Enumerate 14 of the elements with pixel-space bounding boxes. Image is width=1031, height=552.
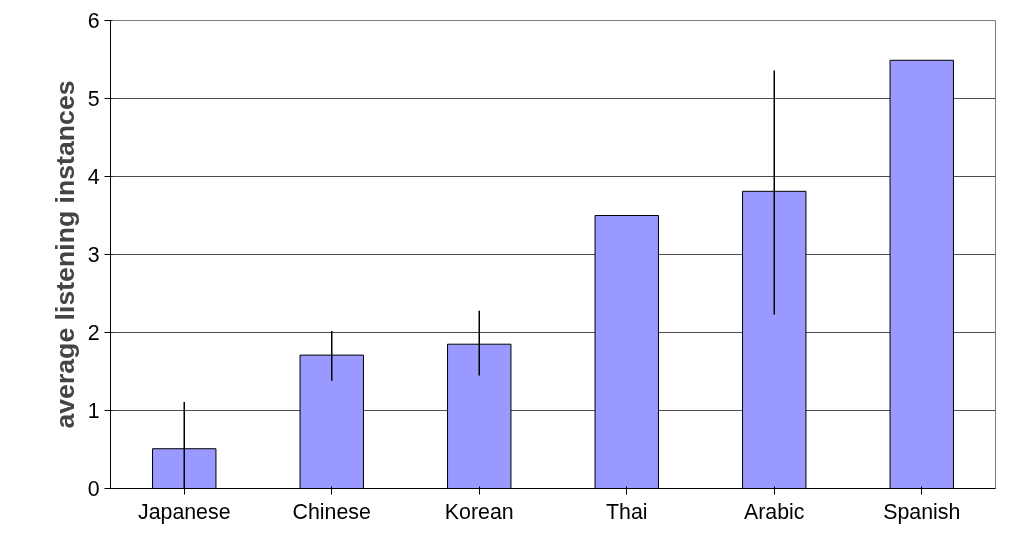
x-tick-label: Chinese — [292, 499, 371, 524]
y-tick-label: 2 — [87, 321, 100, 345]
y-tick-label: 4 — [87, 165, 100, 189]
x-tick-label: Arabic — [744, 499, 805, 524]
y-tick-label: 5 — [87, 87, 100, 111]
x-tick-label: Spanish — [883, 499, 961, 524]
x-tick-label: Korean — [444, 499, 514, 524]
y-axis-title: average listening instances — [49, 80, 80, 429]
x-tick-label: Thai — [606, 499, 648, 524]
y-tick-label: 3 — [87, 243, 100, 267]
y-tick-label: 6 — [87, 9, 100, 33]
y-tick-label: 1 — [87, 399, 100, 423]
x-tick-label: Japanese — [138, 499, 231, 524]
y-tick-label: 0 — [87, 477, 100, 501]
